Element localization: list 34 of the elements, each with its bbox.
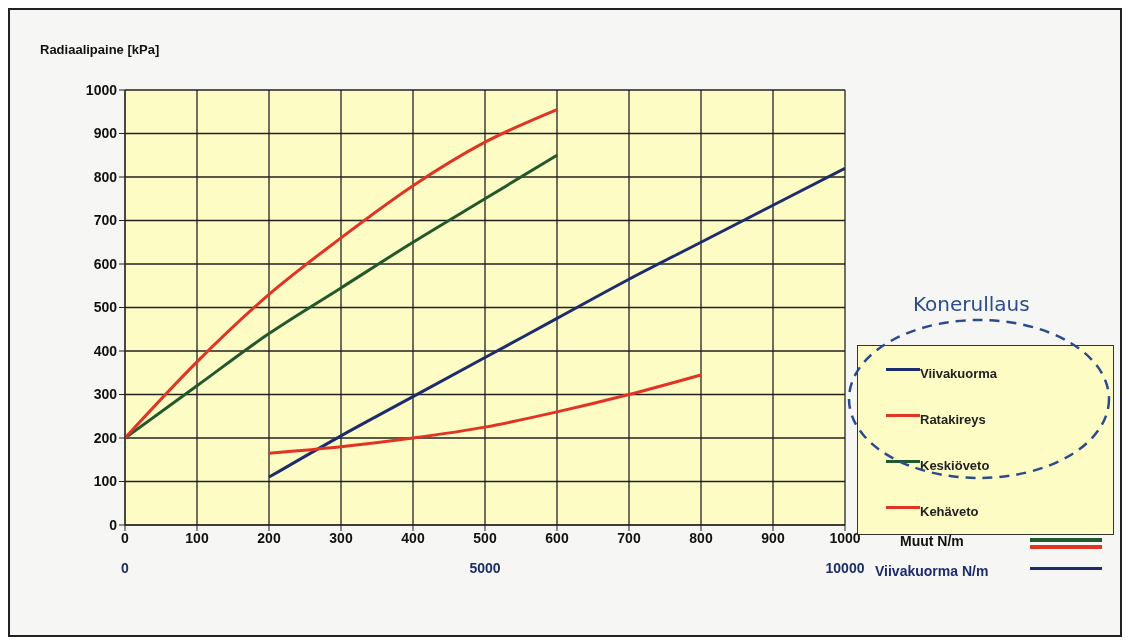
legend-title: Konerullaus xyxy=(913,292,1030,316)
x-tick-label: 200 xyxy=(257,529,281,546)
x-tick-label: 700 xyxy=(617,529,641,546)
y-axis-title: Radiaalipaine [kPa] xyxy=(40,42,160,57)
x2-tick-label: 5000 xyxy=(469,559,501,576)
x-tick-label: 800 xyxy=(689,529,713,546)
x-tick-label: 600 xyxy=(545,529,569,546)
y-tick-label: 900 xyxy=(93,125,118,142)
y-tick-label: 0 xyxy=(109,516,118,533)
y-tick-label: 600 xyxy=(93,255,118,272)
legend-label: Ratakireys xyxy=(920,412,986,427)
x2-tick-label: 0 xyxy=(121,559,130,576)
y-tick-label: 800 xyxy=(93,168,118,185)
y-tick-label: 500 xyxy=(93,299,118,316)
x2-axis-title: Viivakuorma N/m xyxy=(875,563,989,579)
x-tick-label: 300 xyxy=(329,529,353,546)
line-series xyxy=(267,373,703,455)
x-axis-title: Muut N/m xyxy=(900,533,964,549)
x2-tick-label: 10000 xyxy=(825,559,865,576)
y-tick-label: 100 xyxy=(93,473,118,490)
y-tick-label: 400 xyxy=(93,342,118,359)
x-tick-label: 400 xyxy=(401,529,425,546)
y-tick-label: 200 xyxy=(93,429,118,446)
x-tick-label: 900 xyxy=(761,529,785,546)
y-tick-label: 1000 xyxy=(85,81,118,98)
legend-label: Keskiöveto xyxy=(920,458,990,473)
legend-label: Viivakuorma xyxy=(920,366,998,381)
legend-label: Kehäveto xyxy=(920,504,979,519)
x-tick-label: 0 xyxy=(121,529,130,546)
x-tick-label: 100 xyxy=(185,529,209,546)
x-tick-label: 1000 xyxy=(829,529,861,546)
y-tick-label: 700 xyxy=(93,212,118,229)
y-tick-label: 300 xyxy=(93,386,118,403)
x-tick-label: 500 xyxy=(473,529,497,546)
